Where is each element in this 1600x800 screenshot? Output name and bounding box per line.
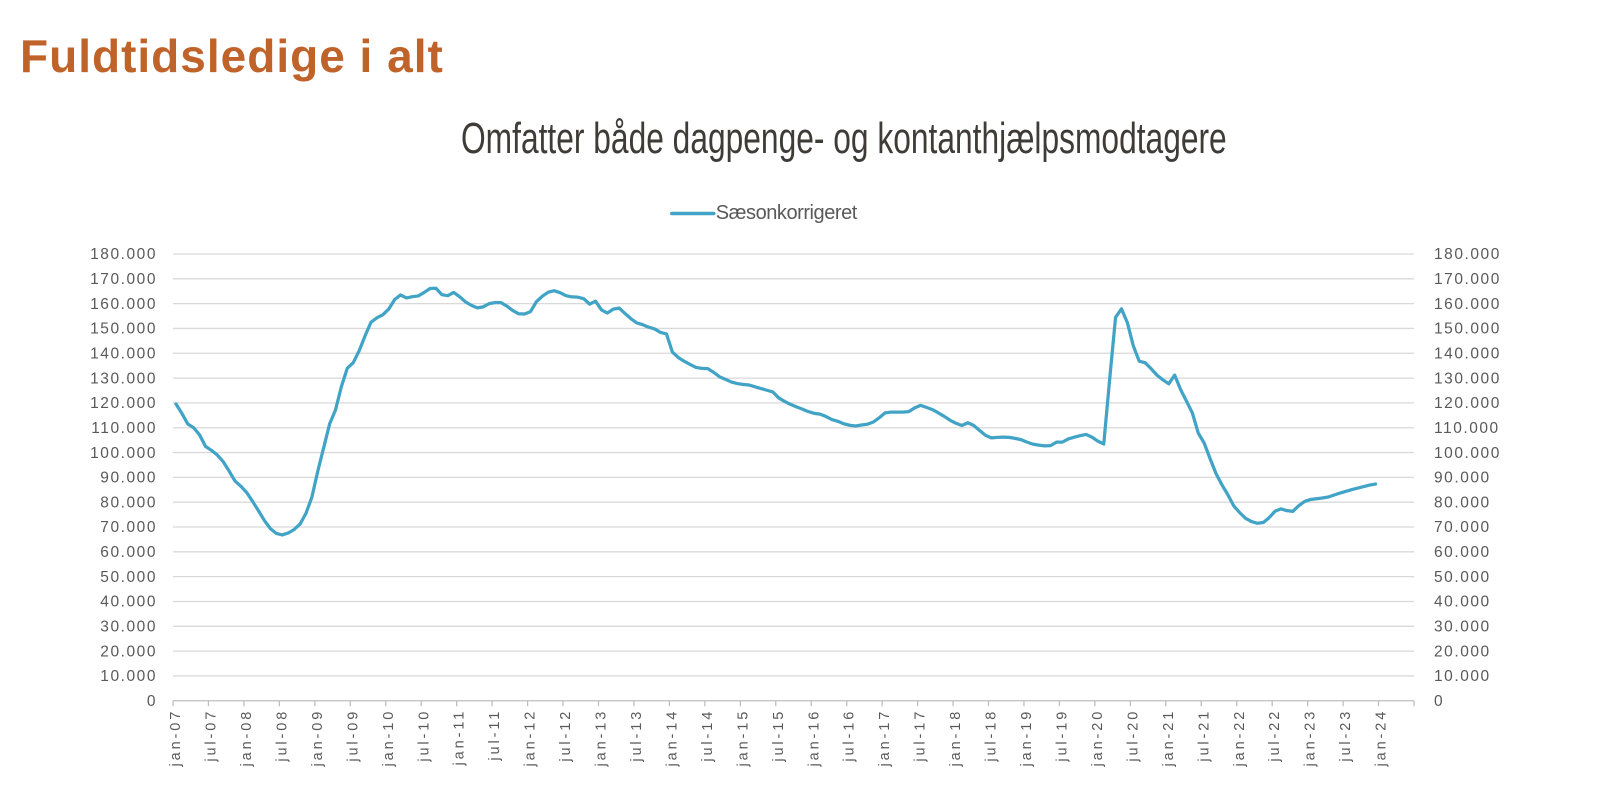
- svg-text:180.000: 180.000: [90, 246, 157, 263]
- svg-text:jan-18: jan-18: [948, 709, 964, 768]
- svg-text:170.000: 170.000: [1434, 271, 1501, 288]
- svg-text:40.000: 40.000: [1434, 594, 1491, 611]
- svg-text:40.000: 40.000: [100, 594, 157, 611]
- svg-text:10.000: 10.000: [100, 668, 157, 685]
- svg-text:110.000: 110.000: [91, 420, 157, 437]
- svg-text:160.000: 160.000: [90, 296, 157, 313]
- svg-text:120.000: 120.000: [1434, 395, 1501, 412]
- svg-text:50.000: 50.000: [1434, 569, 1491, 586]
- svg-text:jul-17: jul-17: [913, 709, 929, 763]
- svg-text:jan-21: jan-21: [1161, 709, 1177, 768]
- svg-text:80.000: 80.000: [1434, 494, 1491, 511]
- svg-text:jan-24: jan-24: [1374, 709, 1390, 768]
- svg-text:jul-20: jul-20: [1125, 709, 1141, 763]
- svg-text:130.000: 130.000: [1434, 370, 1501, 387]
- svg-text:jul-22: jul-22: [1267, 709, 1283, 763]
- svg-text:100.000: 100.000: [90, 445, 157, 462]
- svg-text:0: 0: [147, 693, 157, 710]
- svg-text:150.000: 150.000: [1434, 321, 1501, 338]
- svg-text:jan-15: jan-15: [735, 709, 751, 768]
- svg-text:jul-12: jul-12: [558, 709, 574, 763]
- svg-text:jul-15: jul-15: [771, 709, 787, 763]
- svg-text:jul-07: jul-07: [204, 709, 220, 763]
- svg-text:jan-20: jan-20: [1090, 709, 1106, 768]
- svg-text:jan-10: jan-10: [381, 709, 397, 768]
- svg-text:50.000: 50.000: [100, 569, 157, 586]
- svg-text:jul-19: jul-19: [1054, 709, 1070, 763]
- svg-text:60.000: 60.000: [100, 544, 157, 561]
- svg-text:30.000: 30.000: [100, 618, 157, 635]
- svg-text:jan-22: jan-22: [1232, 709, 1248, 768]
- svg-text:160.000: 160.000: [1434, 296, 1501, 313]
- svg-text:jul-14: jul-14: [700, 709, 716, 763]
- svg-text:jan-14: jan-14: [664, 709, 680, 768]
- svg-text:30.000: 30.000: [1434, 618, 1491, 635]
- svg-text:60.000: 60.000: [1434, 544, 1491, 561]
- svg-text:130.000: 130.000: [90, 370, 157, 387]
- svg-text:jan-09: jan-09: [310, 709, 326, 768]
- svg-text:80.000: 80.000: [100, 494, 157, 511]
- svg-text:180.000: 180.000: [1434, 246, 1501, 263]
- svg-text:jan-17: jan-17: [877, 709, 893, 768]
- svg-text:140.000: 140.000: [1434, 345, 1501, 362]
- svg-text:jul-11: jul-11: [487, 709, 503, 762]
- svg-text:jul-18: jul-18: [984, 709, 1000, 763]
- svg-text:140.000: 140.000: [90, 345, 157, 362]
- svg-text:jan-08: jan-08: [239, 709, 255, 768]
- svg-text:150.000: 150.000: [90, 321, 157, 338]
- svg-text:jul-09: jul-09: [345, 709, 361, 763]
- svg-text:jan-16: jan-16: [806, 709, 822, 768]
- svg-text:20.000: 20.000: [100, 643, 157, 660]
- svg-text:100.000: 100.000: [1434, 445, 1501, 462]
- svg-text:110.000: 110.000: [1434, 420, 1500, 437]
- svg-text:0: 0: [1434, 693, 1444, 710]
- svg-text:jan-12: jan-12: [523, 709, 539, 768]
- svg-text:170.000: 170.000: [90, 271, 157, 288]
- svg-text:Sæsonkorrigeret: Sæsonkorrigeret: [716, 202, 858, 224]
- svg-text:jul-16: jul-16: [842, 709, 858, 763]
- svg-text:90.000: 90.000: [100, 470, 157, 487]
- svg-text:jul-21: jul-21: [1196, 709, 1212, 763]
- svg-text:jan-13: jan-13: [594, 709, 610, 768]
- svg-text:70.000: 70.000: [1434, 519, 1491, 536]
- svg-text:jan-07: jan-07: [168, 709, 184, 768]
- svg-text:jul-13: jul-13: [629, 709, 645, 763]
- svg-text:jul-23: jul-23: [1338, 709, 1354, 763]
- svg-text:jan-11: jan-11: [452, 709, 468, 767]
- svg-text:90.000: 90.000: [1434, 470, 1491, 487]
- svg-text:20.000: 20.000: [1434, 643, 1491, 660]
- svg-text:120.000: 120.000: [90, 395, 157, 412]
- svg-text:70.000: 70.000: [100, 519, 157, 536]
- svg-text:jul-08: jul-08: [274, 709, 290, 763]
- svg-text:jan-19: jan-19: [1019, 709, 1035, 768]
- svg-text:jul-10: jul-10: [416, 709, 432, 763]
- svg-text:jan-23: jan-23: [1303, 709, 1319, 768]
- svg-text:10.000: 10.000: [1434, 668, 1491, 685]
